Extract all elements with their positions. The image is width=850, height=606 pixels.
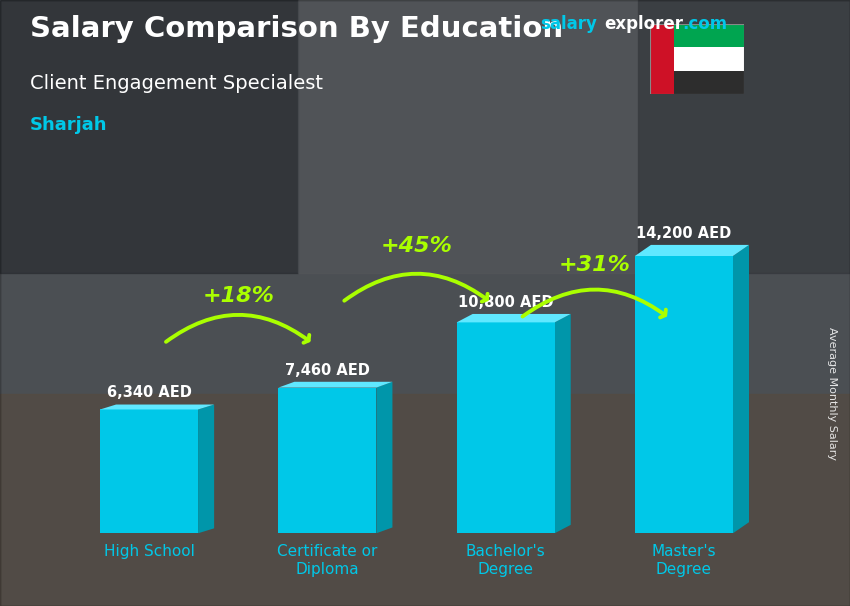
Text: 10,800 AED: 10,800 AED — [458, 295, 553, 310]
Bar — [635, 256, 733, 533]
Text: 7,460 AED: 7,460 AED — [285, 362, 370, 378]
Bar — [650, 24, 673, 94]
Polygon shape — [635, 245, 749, 256]
Polygon shape — [456, 314, 570, 322]
Text: explorer: explorer — [604, 15, 683, 33]
Text: +18%: +18% — [202, 285, 275, 305]
Bar — [100, 410, 198, 533]
Bar — [456, 322, 555, 533]
Bar — [0, 0, 298, 273]
Bar — [0, 394, 850, 606]
Text: Sharjah: Sharjah — [30, 116, 107, 135]
Text: Average Monthly Salary: Average Monthly Salary — [827, 327, 837, 461]
Text: +31%: +31% — [558, 255, 631, 275]
Text: .com: .com — [683, 15, 728, 33]
Bar — [638, 0, 850, 273]
Polygon shape — [278, 382, 393, 388]
Bar — [650, 24, 744, 47]
Bar — [650, 47, 744, 71]
Text: +45%: +45% — [381, 236, 452, 256]
Bar — [298, 0, 638, 273]
Bar — [278, 388, 377, 533]
Bar — [650, 71, 744, 94]
Polygon shape — [100, 405, 214, 410]
Polygon shape — [555, 314, 570, 533]
Text: salary: salary — [540, 15, 597, 33]
Text: Client Engagement Specialest: Client Engagement Specialest — [30, 74, 323, 93]
Polygon shape — [733, 245, 749, 533]
Text: 14,200 AED: 14,200 AED — [637, 225, 732, 241]
Polygon shape — [377, 382, 393, 533]
Polygon shape — [198, 405, 214, 533]
Text: 6,340 AED: 6,340 AED — [106, 385, 191, 401]
Text: Salary Comparison By Education: Salary Comparison By Education — [30, 15, 563, 43]
